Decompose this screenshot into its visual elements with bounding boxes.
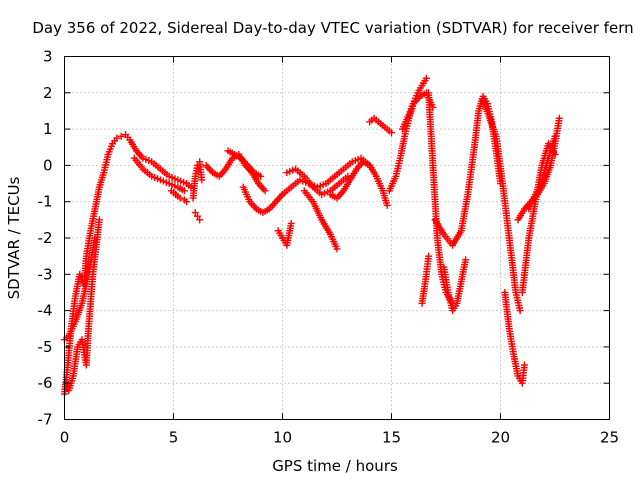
series bbox=[189, 158, 206, 202]
data-point bbox=[180, 187, 188, 195]
grid bbox=[64, 56, 610, 420]
x-tick-label: 10 bbox=[273, 429, 292, 447]
x-axis-label: GPS time / hours bbox=[272, 457, 398, 475]
series bbox=[130, 154, 188, 195]
series bbox=[431, 92, 504, 249]
data-point bbox=[551, 132, 559, 140]
series bbox=[418, 252, 433, 307]
data-point bbox=[191, 209, 199, 217]
y-tick-label: -4 bbox=[38, 302, 53, 320]
y-tick-label: 0 bbox=[43, 156, 53, 174]
series bbox=[191, 209, 204, 224]
data-point bbox=[383, 201, 391, 209]
y-tick-label: 3 bbox=[43, 48, 53, 66]
data-point bbox=[462, 256, 470, 264]
data-point bbox=[422, 74, 430, 82]
data-points bbox=[61, 74, 563, 398]
chart-title: Day 356 of 2022, Sidereal Day-to-day VTE… bbox=[32, 19, 633, 37]
x-tick-label: 25 bbox=[600, 429, 619, 447]
x-tick-label: 20 bbox=[491, 429, 510, 447]
series bbox=[283, 165, 352, 198]
data-point bbox=[193, 212, 201, 220]
series bbox=[501, 288, 528, 387]
y-tick-label: -6 bbox=[38, 374, 53, 392]
series bbox=[300, 187, 341, 253]
series bbox=[479, 96, 524, 315]
data-point bbox=[333, 245, 341, 253]
series bbox=[525, 132, 559, 213]
x-tick-label: 5 bbox=[169, 429, 179, 447]
data-point bbox=[113, 134, 121, 142]
data-point bbox=[117, 132, 125, 140]
data-point bbox=[257, 172, 265, 180]
x-axis-ticks: 0 5 10 15 20 25 bbox=[60, 56, 619, 447]
data-point bbox=[261, 187, 269, 195]
y-tick-label: -3 bbox=[38, 265, 53, 283]
y-axis-label: SDTVAR / TECUs bbox=[5, 176, 23, 299]
data-point bbox=[344, 172, 352, 180]
x-tick-label: 15 bbox=[382, 429, 401, 447]
series bbox=[167, 187, 191, 206]
series bbox=[63, 216, 103, 394]
data-point bbox=[187, 183, 195, 191]
series bbox=[514, 114, 563, 224]
series bbox=[440, 256, 470, 315]
data-point bbox=[91, 234, 99, 242]
x-tick-label: 0 bbox=[60, 429, 70, 447]
data-point bbox=[176, 194, 184, 202]
series bbox=[326, 158, 391, 209]
data-point bbox=[183, 198, 191, 206]
y-tick-label: -2 bbox=[38, 229, 53, 247]
data-point bbox=[196, 216, 204, 224]
series bbox=[224, 147, 265, 180]
data-point bbox=[95, 216, 103, 224]
y-tick-label: 1 bbox=[43, 120, 53, 138]
data-point bbox=[520, 361, 528, 369]
series bbox=[61, 131, 195, 398]
y-tick-label: -5 bbox=[38, 338, 53, 356]
y-axis-ticks: -7 -6 -5 -4 -3 -2 -1 0 1 2 3 bbox=[38, 48, 610, 429]
data-point bbox=[198, 176, 206, 184]
series bbox=[274, 219, 295, 249]
data-point bbox=[555, 114, 563, 122]
series bbox=[366, 114, 395, 137]
data-point bbox=[425, 252, 433, 260]
data-point bbox=[388, 129, 395, 137]
data-point bbox=[551, 151, 559, 159]
y-tick-label: -7 bbox=[38, 411, 53, 429]
data-point bbox=[516, 307, 524, 315]
y-tick-label: -1 bbox=[38, 193, 53, 211]
y-tick-label: 2 bbox=[43, 84, 53, 102]
data-point bbox=[287, 219, 295, 227]
